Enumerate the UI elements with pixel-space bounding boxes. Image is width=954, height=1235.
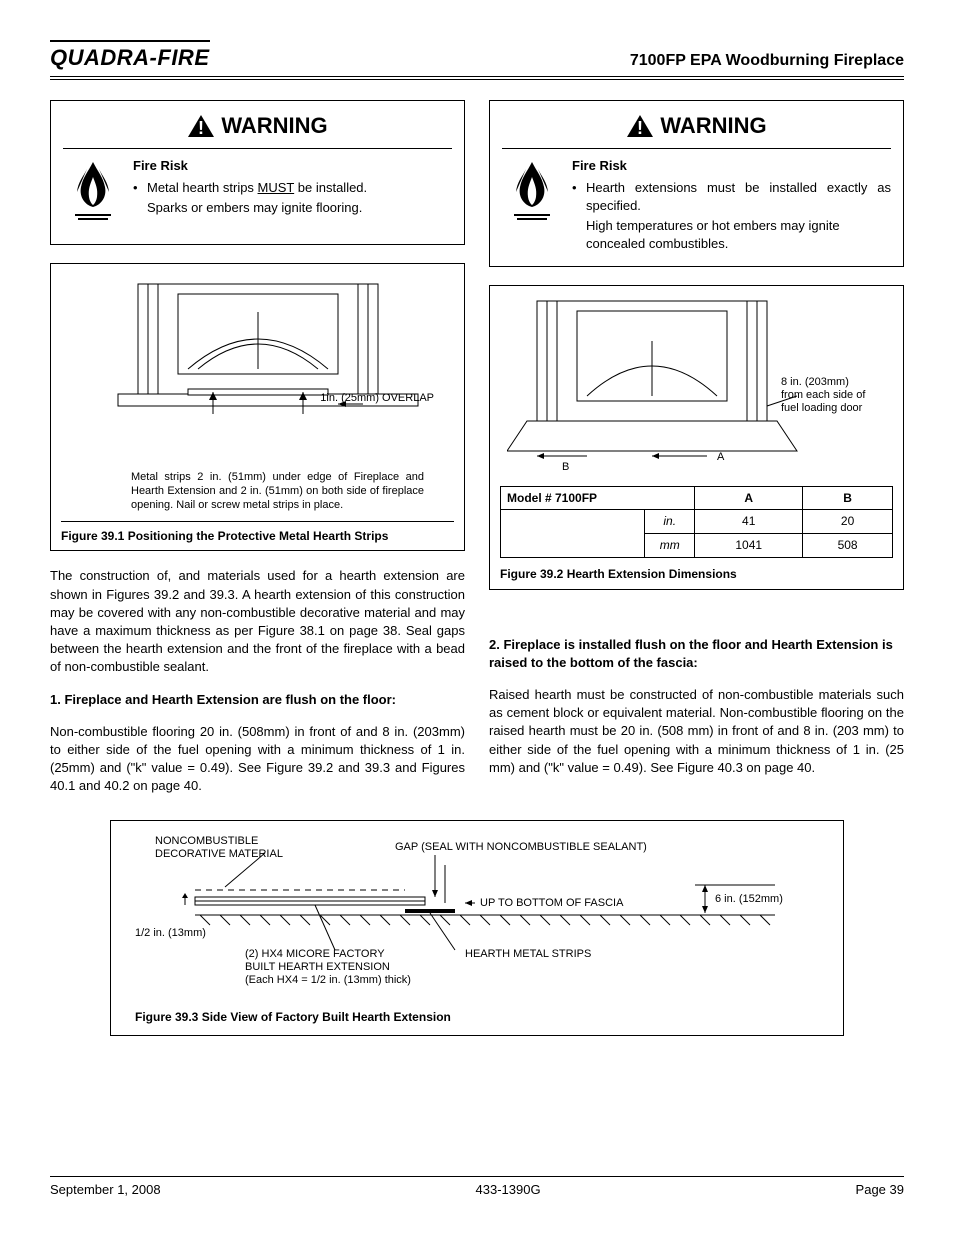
warning-heading: ! WARNING: [63, 111, 452, 149]
6in-label: 6 in. (152mm): [715, 893, 783, 906]
noncomb-label: NONCOMBUSTIBLE DECORATIVE MATERIAL: [155, 835, 283, 861]
figure-caption: Figure 39.3 Side View of Factory Built H…: [135, 1009, 819, 1026]
strips-label: HEARTH METAL STRIPS: [465, 948, 591, 961]
section-1-body: Non-combustible flooring 20 in. (508mm) …: [50, 723, 465, 796]
fire-risk-label: Fire Risk: [133, 157, 452, 175]
section-2-body: Raised hearth must be constructed of non…: [489, 686, 904, 777]
gap-label: GAP (SEAL WITH NONCOMBUSTIBLE SEALANT): [395, 841, 647, 854]
flame-icon: [63, 157, 123, 232]
diagram-39-1: [61, 274, 454, 464]
col-a: A: [695, 486, 803, 510]
figure-caption: Figure 39.1 Positioning the Protective M…: [61, 521, 454, 545]
section-1-heading: 1. Fireplace and Hearth Extension are fl…: [50, 691, 465, 709]
table-row: in. 41 20: [501, 510, 893, 534]
main-columns: ! WARNING Fire Risk Metal hearth st: [50, 100, 904, 810]
left-column: ! WARNING Fire Risk Metal hearth st: [50, 100, 465, 810]
svg-text:!: !: [198, 118, 204, 138]
dimension-table: Model # 7100FP A B in. 41 20 mm 1041 508: [500, 486, 893, 558]
document-title: 7100FP EPA Woodburning Fireplace: [630, 50, 904, 72]
warning-note: Sparks or embers may ignite flooring.: [133, 199, 452, 217]
half-in-label: 1/2 in. (13mm): [135, 927, 206, 940]
warning-heading: ! WARNING: [502, 111, 891, 149]
flame-icon: [502, 157, 562, 254]
figure-39-1: 1in. (25mm) OVERLAP Metal strips 2 in. (…: [50, 263, 465, 552]
warning-triangle-icon: !: [187, 114, 215, 138]
side-note: 8 in. (203mm) from each side of fuel loa…: [781, 376, 891, 416]
figure-39-2: A B 8 in. (203mm) from each side of fuel…: [489, 285, 904, 590]
brand-logo: QUADRA-FIRE: [50, 40, 210, 74]
fascia-label: UP TO BOTTOM OF FASCIA: [480, 897, 623, 910]
warning-note: High temperatures or hot embers may igni…: [572, 217, 891, 253]
figure-caption: Figure 39.2 Hearth Extension Dimensions: [500, 566, 893, 583]
overlap-label: 1in. (25mm) OVERLAP: [320, 392, 434, 405]
page-header: QUADRA-FIRE 7100FP EPA Woodburning Firep…: [50, 40, 904, 80]
warning-text: Fire Risk Metal hearth strips MUST be in…: [133, 157, 452, 232]
warning-bullet: Hearth extensions must be installed exac…: [572, 179, 891, 215]
warning-triangle-icon: !: [626, 114, 654, 138]
svg-text:B: B: [562, 461, 569, 473]
svg-text:A: A: [717, 451, 725, 463]
warning-label: WARNING: [221, 111, 327, 142]
section-2-heading: 2. Fireplace is installed flush on the f…: [489, 636, 904, 672]
figure-39-3: NONCOMBUSTIBLE DECORATIVE MATERIAL GAP (…: [110, 820, 844, 1037]
footer-date: September 1, 2008: [50, 1181, 161, 1199]
footer-page: Page 39: [856, 1181, 904, 1199]
hx4-label: (2) HX4 MICORE FACTORY BUILT HEARTH EXTE…: [245, 948, 411, 988]
warning-label: WARNING: [660, 111, 766, 142]
warning-text: Fire Risk Hearth extensions must be inst…: [572, 157, 891, 254]
warning-bullet: Metal hearth strips MUST be installed.: [133, 179, 452, 197]
svg-text:!: !: [637, 118, 643, 138]
diagram-39-3: NONCOMBUSTIBLE DECORATIVE MATERIAL GAP (…: [135, 835, 819, 1005]
fire-risk-label: Fire Risk: [572, 157, 891, 175]
warning-box-2: ! WARNING Fire Risk Hearth extensions mu…: [489, 100, 904, 267]
body-paragraph-1: The construction of, and materials used …: [50, 567, 465, 676]
page-footer: September 1, 2008 433-1390G Page 39: [50, 1176, 904, 1199]
right-column: ! WARNING Fire Risk Hearth extensions mu…: [489, 100, 904, 810]
warning-box-1: ! WARNING Fire Risk Metal hearth st: [50, 100, 465, 245]
figure-note: Metal strips 2 in. (51mm) under edge of …: [61, 470, 454, 513]
table-model-header: Model # 7100FP: [501, 486, 695, 510]
table-row: mm 1041 508: [501, 534, 893, 558]
footer-docnum: 433-1390G: [476, 1181, 541, 1199]
col-b: B: [803, 486, 893, 510]
